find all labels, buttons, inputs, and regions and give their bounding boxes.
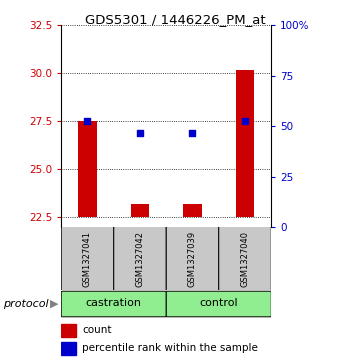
Point [85, 118, 90, 124]
FancyBboxPatch shape [114, 226, 166, 291]
FancyBboxPatch shape [219, 226, 271, 291]
Text: count: count [82, 325, 112, 335]
Text: control: control [199, 298, 238, 309]
Bar [131, 204, 149, 217]
FancyBboxPatch shape [61, 291, 166, 317]
Bar [183, 204, 202, 217]
Text: castration: castration [86, 298, 142, 309]
Text: GSM1327041: GSM1327041 [83, 231, 92, 287]
Point [242, 118, 248, 124]
Text: GSM1327042: GSM1327042 [135, 231, 145, 287]
FancyBboxPatch shape [166, 291, 271, 317]
Text: GSM1327039: GSM1327039 [188, 231, 197, 287]
Bar [236, 70, 254, 217]
Text: GSM1327040: GSM1327040 [240, 231, 250, 287]
Text: ▶: ▶ [50, 299, 58, 309]
Text: protocol: protocol [4, 299, 49, 309]
FancyBboxPatch shape [61, 226, 114, 291]
Text: GDS5301 / 1446226_PM_at: GDS5301 / 1446226_PM_at [85, 13, 265, 26]
Point [190, 130, 195, 136]
Bar [61, 324, 76, 337]
Bar [61, 342, 76, 355]
Text: percentile rank within the sample: percentile rank within the sample [82, 343, 258, 354]
Point [137, 130, 143, 136]
Bar [78, 121, 97, 217]
FancyBboxPatch shape [166, 226, 219, 291]
